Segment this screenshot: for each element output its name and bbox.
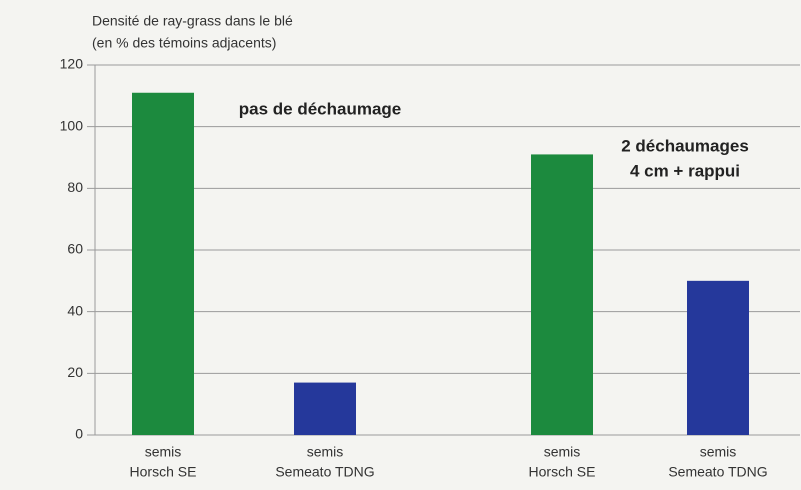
x-tick-label: Horsch SE [529,464,596,480]
x-tick-label: Semeato TDNG [668,464,767,480]
y-tick-label: 80 [67,179,83,195]
bar [294,382,356,435]
y-tick-label: 20 [67,364,83,380]
x-tick-label: semis [544,444,581,460]
y-tick-label: 60 [67,241,83,257]
x-tick-label: Horsch SE [130,464,197,480]
x-tick-label: semis [145,444,182,460]
bar [132,92,194,435]
bar [531,154,593,435]
y-tick-label: 0 [75,426,83,442]
bar [687,280,749,435]
y-tick-label: 40 [67,302,83,318]
x-tick-label: Semeato TDNG [275,464,374,480]
annotation: 4 cm + rappui [630,161,740,180]
chart-subtitle: (en % des témoins adjacents) [92,35,276,51]
chart-title: Densité de ray-grass dans le blé [92,13,293,29]
x-tick-label: semis [700,444,737,460]
x-tick-label: semis [307,444,344,460]
annotation: 2 déchaumages [621,136,749,155]
annotation: pas de déchaumage [239,99,402,118]
y-tick-label: 120 [60,56,84,72]
y-tick-label: 100 [60,117,84,133]
